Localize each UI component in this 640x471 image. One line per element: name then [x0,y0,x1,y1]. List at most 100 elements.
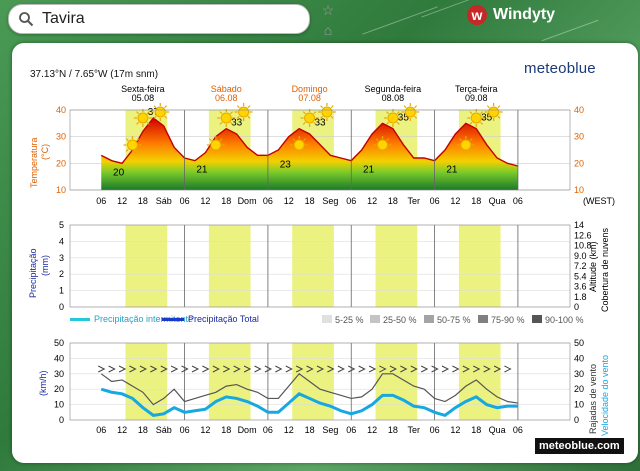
sun-ray [403,105,407,109]
wind-direction-icon [223,365,231,373]
time-tick-label: 12 [200,196,210,206]
wind-direction-icon [327,365,335,373]
sun-ray [164,105,168,109]
sun-disc [137,112,149,124]
max-temp-label: 33 [314,118,326,129]
moon-shape [342,127,351,143]
wind-direction-icon [348,365,356,373]
sun-icon [456,136,475,154]
cloud-legend-swatch [370,315,380,323]
sun-ray [236,105,240,109]
min-temp-label: 21 [196,165,208,176]
speed-axis-title: Velocidade do vento [600,355,610,436]
wind-direction-icon [441,365,450,373]
y-tick-label: 0 [59,415,64,425]
moon-shape [92,127,101,143]
sun-disc [377,139,388,151]
sun-icon [123,136,142,154]
sun-icon [467,109,486,127]
time-tick-label: 06 [180,196,190,206]
wind-direction-icon [358,365,366,373]
moon-icon [512,127,521,143]
sun-ray [320,115,324,119]
time-tick-label: 12 [117,196,127,206]
sun-icon [217,109,236,127]
sun-ray [386,138,390,142]
sun-disc [238,106,250,118]
sun-disc [210,139,222,151]
windyty-brand[interactable]: w Windyty [467,4,555,26]
wind-direction-icon [431,365,439,373]
min-temp-label: 23 [280,159,292,170]
y-tick-label: 4 [59,236,64,246]
y-tick-label-right: 30 [574,132,584,142]
time-tick-label: 12 [117,425,127,435]
meteoblue-logo: meteoblue [524,60,596,77]
precip-axis-title: Precipitação [28,248,38,298]
wind-direction-icon [389,365,398,373]
cloud-legend-swatch [478,315,488,323]
altitude-tick-label: 14 [574,220,584,230]
daylight-band [375,343,418,420]
y-tick-label: 0 [59,302,64,312]
wind-direction-icon [181,365,189,373]
sun-ray [497,115,501,119]
sun-ray [486,105,490,109]
sun-ray [219,148,223,152]
gust-axis-title: Rajadas de vento [588,364,598,434]
day-name: Domingo [292,84,328,94]
sun-disc [404,106,416,118]
sun-ray [302,121,306,125]
home-icon[interactable]: ⌂ [323,22,333,38]
sun-ray [386,148,390,152]
altitude-tick-label: 3.6 [574,282,587,292]
time-tick-label: Dom [238,425,257,435]
sun-ray [486,115,490,119]
temperature-area [101,118,518,190]
daylight-band [208,343,251,420]
sun-ray [136,121,140,125]
search-box[interactable]: Tavira [8,4,310,34]
time-tick-label: 12 [367,196,377,206]
min-temp-label: 21 [363,165,375,176]
daylight-band [292,343,334,420]
y-tick-label: 3 [59,253,64,263]
sun-disc [460,139,472,151]
sun-ray [302,138,306,142]
time-tick-label: 18 [221,196,231,206]
sun-ray [136,138,140,142]
sun-ray [125,138,129,142]
sun-icon [133,109,152,127]
wind-frame [69,342,571,421]
cloud-legend-label: 90-100 % [545,315,584,325]
sun-ray [403,115,407,119]
wind-unit: (km/h) [38,371,48,397]
y-tick-label: 20 [56,158,66,168]
cloud-legend-label: 25-50 % [383,315,417,325]
time-tick-label: 12 [450,196,460,206]
sun-ray [414,115,418,119]
day-date: 07.08 [298,93,321,103]
y-tick-label: 10 [56,185,66,195]
search-input[interactable]: Tavira [42,10,85,27]
sun-icon [383,109,402,127]
windyty-name: Windyty [493,6,556,23]
star-icon[interactable]: ☆ [321,2,335,18]
altitude-tick-label: 5.4 [574,271,587,281]
cloud-legend-swatch [424,315,434,323]
precip-unit: (mm) [40,255,50,276]
wind-direction-icon [410,365,418,373]
sun-disc [488,106,500,118]
sun-icon [151,103,170,121]
temperature-unit: (°C) [40,144,50,160]
wind-direction-icon [504,365,512,373]
wind-direction-icon [212,365,220,373]
time-tick-label: 18 [138,196,148,206]
time-tick-label: 06 [430,196,440,206]
sun-icon [206,136,225,154]
max-temp-label: 35 [481,112,493,123]
wind-direction-icon [462,365,470,373]
time-tick-label: 12 [450,425,460,435]
sun-disc [321,106,333,118]
wind-direction-icon [452,365,460,373]
